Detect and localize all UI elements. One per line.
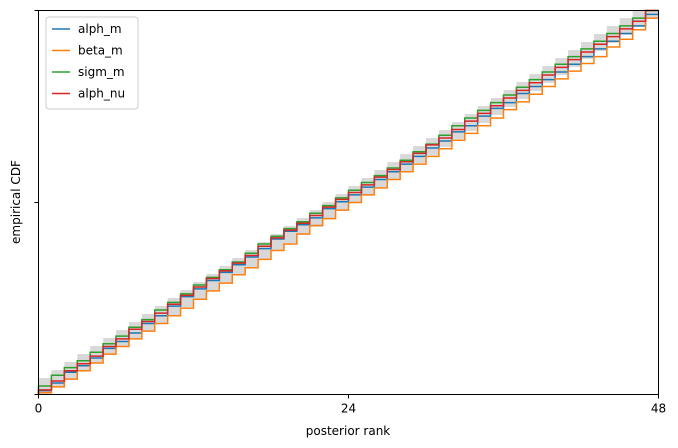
plot-area [37, 9, 659, 395]
legend: alph_m beta_m sigm_m alph_nu [45, 16, 139, 110]
band-segment [335, 194, 349, 211]
band-segment [128, 322, 142, 339]
x-tick-label: 24 [341, 402, 356, 416]
y-axis-title: empirical CDF [9, 160, 23, 244]
series-line-alph-nu [37, 9, 659, 395]
band-segment [568, 50, 581, 67]
y-axis [34, 10, 39, 395]
legend-box [45, 16, 139, 110]
band-segment [387, 162, 401, 179]
legend-label: beta_m [78, 44, 123, 58]
band-segment [180, 290, 194, 307]
band-segment [413, 146, 426, 163]
band-segment [322, 202, 336, 219]
band-segment [245, 250, 259, 267]
band-segment [374, 170, 388, 187]
band-segment [154, 306, 168, 323]
band-segment [464, 114, 478, 131]
band-segment [426, 138, 439, 155]
band-segment [90, 346, 104, 363]
band-segment [141, 314, 155, 331]
legend-label: alph_nu [78, 87, 125, 101]
band-segment [555, 58, 569, 75]
band-segment [593, 34, 607, 51]
band-segment [77, 354, 91, 371]
band-segment [232, 258, 246, 275]
legend-label: sigm_m [78, 65, 125, 79]
x-axis: 0 24 48 [35, 394, 666, 416]
band-segment [219, 266, 233, 283]
band-segment [581, 42, 594, 59]
band-segment [206, 274, 220, 291]
band-segment [296, 218, 310, 235]
legend-label: alph_m [78, 22, 122, 36]
band-segment [51, 370, 65, 387]
x-tick-label: 48 [651, 402, 666, 416]
band-segment [606, 26, 620, 43]
band-segment [490, 98, 504, 115]
band-segment [477, 106, 491, 123]
x-axis-title: posterior rank [306, 424, 391, 438]
x-tick-label: 0 [35, 402, 43, 416]
series-line-beta-m [37, 17, 659, 395]
band-segment [451, 122, 465, 139]
